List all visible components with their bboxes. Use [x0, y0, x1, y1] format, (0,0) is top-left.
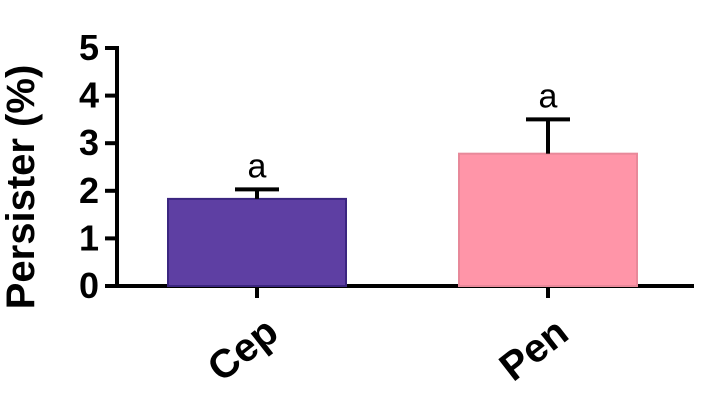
category-label-pen: Pen	[492, 310, 577, 390]
bar-cep	[167, 197, 347, 287]
annotations: aa	[248, 77, 558, 185]
y-axis-title: Persister (%)	[0, 65, 43, 310]
y-tick-label: 4	[79, 75, 99, 116]
y-tick-label: 1	[79, 217, 99, 258]
bars	[167, 152, 638, 287]
y-axis-title-group: Persister (%)	[0, 65, 43, 310]
x-axis	[115, 284, 694, 298]
y-tick-label: 0	[79, 265, 99, 306]
category-label-cep: Cep	[200, 309, 287, 390]
category-labels: Cep Pen	[200, 309, 577, 390]
y-tick-label: 2	[79, 170, 99, 211]
y-tick-label: 3	[79, 122, 99, 163]
bar-pen	[458, 152, 638, 287]
annotation-cep: a	[248, 147, 267, 185]
annotation-pen: a	[539, 77, 558, 115]
y-axis: 0 1 2 3 4 5	[79, 27, 119, 306]
y-tick-label: 5	[79, 27, 99, 68]
error-bars	[235, 117, 570, 199]
